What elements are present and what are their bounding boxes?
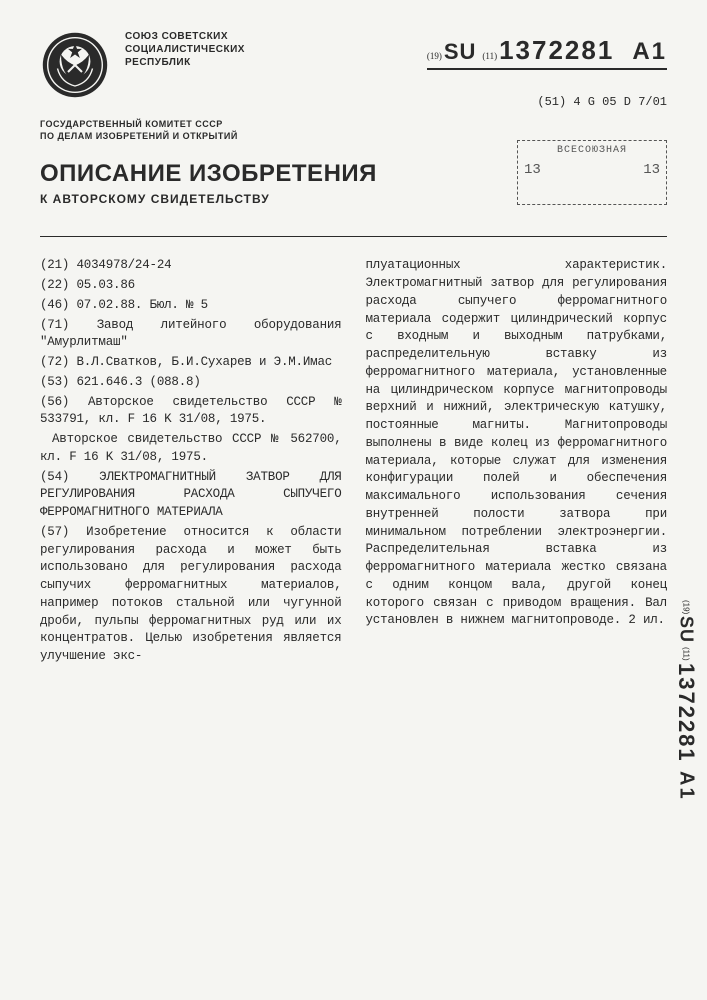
patent-page: { "issuer_top": "СОЮЗ СОВЕТСКИХ\nСОЦИАЛИ… (0, 0, 707, 1000)
country-code: SU (444, 39, 477, 65)
ussr-emblem-icon (40, 30, 110, 100)
field-46: (46) 07.02.88. Бюл. № 5 (40, 297, 342, 315)
field-54: (54) ЭЛЕКТРОМАГНИТНЫЙ ЗАТВОР ДЛЯ РЕГУЛИР… (40, 469, 342, 522)
abstract-continuation: плуатационных характеристик. Электромагн… (366, 257, 668, 630)
committee-name: ГОСУДАРСТВЕННЫЙ КОМИТЕТ СССР ПО ДЕЛАМ ИЗ… (40, 118, 667, 142)
field-71: (71) Завод литейного оборудования "Амурл… (40, 317, 342, 353)
publication-number: (19) SU (11) 1372281 A1 (427, 35, 667, 70)
field-53: (53) 621.646.3 (088.8) (40, 374, 342, 392)
spine-kind: A1 (675, 771, 698, 801)
field-72: (72) В.Л.Сватков, Б.И.Сухарев и Э.М.Имас (40, 354, 342, 372)
field-57-left: (57) Изобретение относится к области рег… (40, 524, 342, 666)
spine-number: 1372281 (673, 663, 699, 763)
divider (40, 236, 667, 237)
field-21: (21) 4034978/24-24 (40, 257, 342, 275)
ipc-classification: (51) 4 G 05 D 7/01 (537, 95, 667, 109)
field-22: (22) 05.03.86 (40, 277, 342, 295)
spine-su: SU (676, 616, 697, 643)
right-column: плуатационных характеристик. Электромагн… (366, 257, 668, 668)
doc-number: 1372281 (499, 35, 614, 66)
stamp-line-1: ВСЕСОЮЗНАЯ (524, 145, 660, 156)
field-56b: Авторское свидетельство СССР № 562700, к… (40, 431, 342, 467)
field-11-label: (11) (482, 51, 497, 61)
library-stamp: ВСЕСОЮЗНАЯ 13 13 (517, 140, 667, 205)
kind-code: A1 (632, 38, 667, 66)
field-19-label: (19) (427, 51, 442, 61)
spine-11: (11) (682, 647, 691, 661)
body-columns: (21) 4034978/24-24 (22) 05.03.86 (46) 07… (40, 257, 667, 668)
stamp-left: 13 (524, 162, 541, 178)
issuer-name: СОЮЗ СОВЕТСКИХ СОЦИАЛИСТИЧЕСКИХ РЕСПУБЛИ… (125, 30, 245, 69)
left-column: (21) 4034978/24-24 (22) 05.03.86 (46) 07… (40, 257, 342, 668)
stamp-right: 13 (643, 162, 660, 178)
spine-label: (19) SU (11) 1372281 A1 (673, 600, 699, 800)
field-56a: (56) Авторское свидетельство СССР № 5337… (40, 394, 342, 430)
spine-19: (19) (682, 600, 691, 614)
